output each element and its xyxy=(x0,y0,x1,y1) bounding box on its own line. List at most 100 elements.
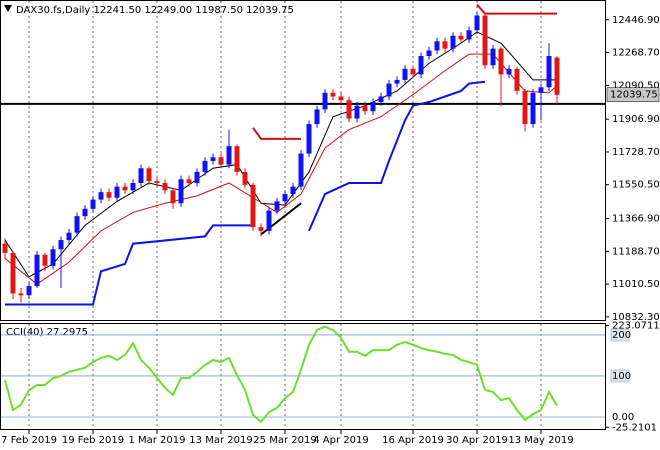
candle-body xyxy=(418,56,424,75)
y-tick-label: 11550.50 xyxy=(612,180,660,191)
x-tick-label: 13 Mar 2019 xyxy=(189,435,252,446)
candle-body xyxy=(274,201,280,211)
y-tick-label: 223.0711 xyxy=(612,321,660,332)
cci-pane-frame xyxy=(0,323,606,430)
candle-body xyxy=(106,192,112,198)
candle-body xyxy=(354,105,360,119)
candle-body xyxy=(522,90,528,125)
candle-body xyxy=(138,168,144,183)
x-tick-label: 1 Mar 2019 xyxy=(128,435,185,446)
candle-body xyxy=(506,68,512,75)
candle-body xyxy=(442,41,448,49)
candle-body xyxy=(146,168,152,182)
y-tick-label: -25.2101 xyxy=(612,422,657,433)
candle-body xyxy=(362,105,368,112)
candle-body xyxy=(290,186,296,195)
candle-body xyxy=(82,208,88,217)
candle-body xyxy=(314,109,320,125)
candle-body xyxy=(242,171,248,185)
candle-body xyxy=(10,252,16,294)
chart-title: DAX30.fs,Daily 12241.50 12249.00 11987.5… xyxy=(16,5,294,16)
candle-body xyxy=(386,83,392,97)
x-tick-label: 19 Feb 2019 xyxy=(62,435,124,446)
cci-title: CCI(40) 27.2975 xyxy=(6,327,88,338)
candle-body xyxy=(42,254,48,266)
candle-body xyxy=(98,192,104,200)
candle-body xyxy=(170,190,176,204)
candle-body xyxy=(122,186,128,191)
candle-body xyxy=(298,153,304,187)
price-pane-frame xyxy=(0,0,606,321)
candle-body xyxy=(194,171,200,183)
y-tick-label: 12268.70 xyxy=(612,48,660,59)
candle-body xyxy=(426,50,432,57)
candle-body xyxy=(458,35,464,40)
candle-body xyxy=(450,35,456,49)
candle-body xyxy=(466,30,472,40)
candle-body xyxy=(370,102,376,112)
candle-body xyxy=(402,68,408,80)
x-tick-label: 16 Apr 2019 xyxy=(382,435,444,446)
price-label: 12039.75 xyxy=(610,90,658,101)
candle-body xyxy=(154,181,160,183)
candle-body xyxy=(114,186,120,198)
candle-body xyxy=(130,182,136,191)
x-tick-label: 25 Mar 2019 xyxy=(253,435,316,446)
candle-body xyxy=(58,240,64,250)
collapse-icon xyxy=(4,5,12,12)
candle-body xyxy=(234,146,240,172)
indicator-line xyxy=(252,127,301,140)
candle-body xyxy=(394,79,400,84)
candle-body xyxy=(18,293,24,296)
candle-body xyxy=(218,157,224,165)
level-label-box xyxy=(610,328,630,342)
y-tick-label: 100 xyxy=(612,371,631,382)
candle-body xyxy=(514,68,520,91)
y-tick-label: 10832.30 xyxy=(612,312,660,323)
candle-body xyxy=(66,232,72,241)
candle-body xyxy=(330,92,336,97)
x-tick-label: 7 Feb 2019 xyxy=(1,435,57,446)
y-tick-label: 11728.70 xyxy=(612,147,660,158)
candle-body xyxy=(162,182,168,191)
candle-body xyxy=(346,100,352,119)
candle-body xyxy=(210,157,216,161)
candle-body xyxy=(34,254,40,287)
y-tick-label: 11010.50 xyxy=(612,279,660,290)
candle-body xyxy=(546,56,552,88)
y-tick-label: 0.00 xyxy=(612,412,634,423)
y-tick-label: 12090.50 xyxy=(612,80,660,91)
candle-body xyxy=(410,68,416,75)
x-tick-label: 4 Apr 2019 xyxy=(313,435,368,446)
y-tick-label: 11906.90 xyxy=(612,114,660,125)
candle-body xyxy=(482,15,488,66)
candle-body xyxy=(90,199,96,209)
candle-body xyxy=(186,179,192,183)
candle-body xyxy=(434,41,440,51)
cci-line xyxy=(4,325,558,424)
candle-body xyxy=(538,87,544,93)
candle-body xyxy=(266,210,272,231)
candle-body xyxy=(178,179,184,204)
candle-body xyxy=(202,160,208,172)
y-tick-label: 11188.70 xyxy=(612,246,660,257)
indicator-line xyxy=(308,80,486,232)
candle-body xyxy=(554,57,560,95)
candle-body xyxy=(74,216,80,233)
candle-body xyxy=(474,15,480,31)
y-tick-label: 200 xyxy=(612,330,631,341)
candle-body xyxy=(26,286,32,296)
candle-body xyxy=(250,184,256,228)
y-tick-label: 11366.90 xyxy=(612,214,660,225)
candle-body xyxy=(378,96,384,103)
candle-body xyxy=(50,249,56,266)
x-tick-label: 30 Apr 2019 xyxy=(446,435,508,446)
indicator-line xyxy=(5,224,253,306)
candle-body xyxy=(226,146,232,165)
y-tick-label: 12446.90 xyxy=(612,15,660,26)
candle-body xyxy=(338,96,344,101)
price-label-box xyxy=(606,87,660,102)
candle-body xyxy=(322,92,328,110)
